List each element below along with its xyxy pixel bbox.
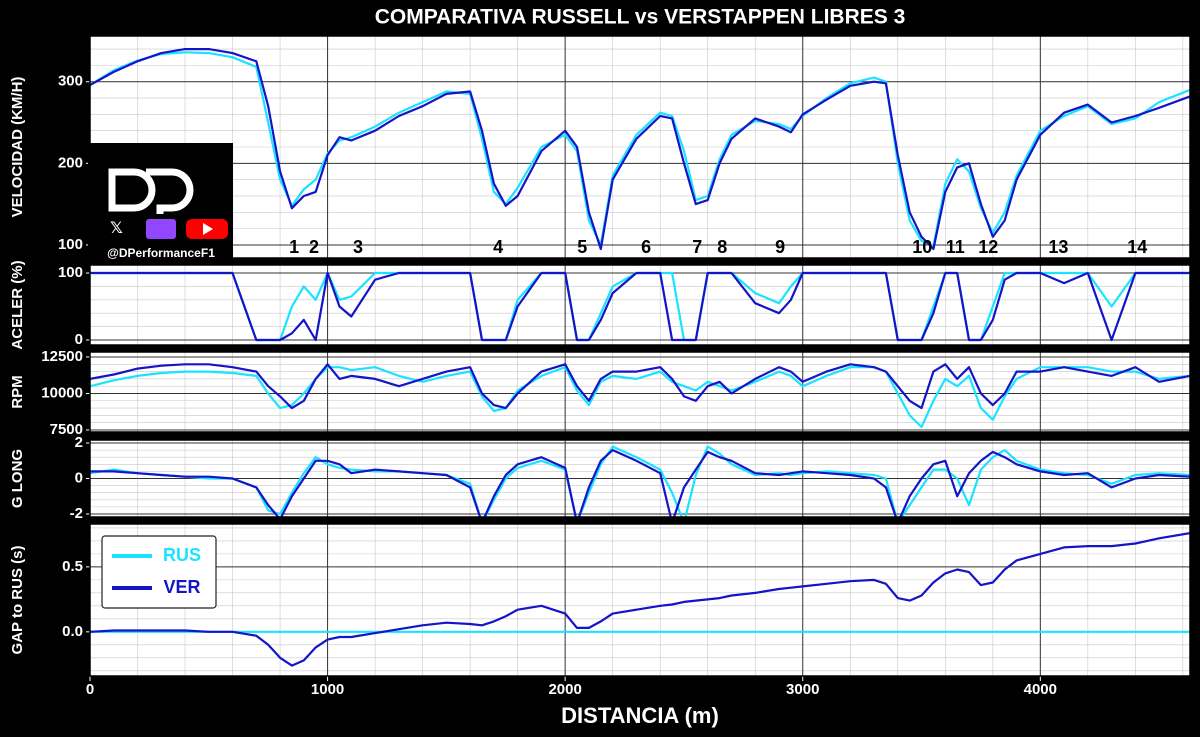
line-rus [90, 51, 1190, 248]
plot-frame [89, 523, 1191, 677]
y-axis-label: ACELER (%) [9, 260, 26, 349]
y-tick-label: 12500 [41, 348, 83, 365]
turn-label: 2 [309, 237, 319, 257]
panel: 0 100 ACELER (%) [9, 260, 1191, 350]
line-ver [90, 532, 1190, 667]
turn-label: 1 [289, 237, 299, 257]
plot-frame [89, 439, 1191, 518]
y-tick-label: 10000 [41, 384, 83, 401]
x-icon: 𝕏 [110, 220, 123, 237]
turn-label: 7 [692, 237, 702, 257]
y-tick-label: 7500 [50, 421, 83, 438]
turn-label: 4 [493, 237, 503, 257]
y-axis-label: RPM [9, 375, 26, 408]
plot-area [90, 265, 1190, 345]
y-tick-label: 100 [58, 236, 83, 253]
line-ver [90, 449, 1190, 517]
turn-label: 9 [775, 237, 785, 257]
y-axis-label: G LONG [9, 449, 26, 508]
y-tick-label: 0.0 [62, 623, 83, 640]
logo-mark [108, 168, 194, 214]
line-ver [90, 48, 1190, 251]
plot-area [90, 524, 1190, 676]
x-tick-label: 3000 [786, 681, 819, 698]
turn-label: 10 [912, 237, 932, 257]
y-tick-label: 0 [75, 469, 83, 486]
twitch-icon [146, 219, 176, 239]
x-tick-label: 2000 [548, 681, 581, 698]
x-tick-label: 1000 [311, 681, 344, 698]
x-axis-label: DISTANCIA (m) [561, 703, 719, 728]
turn-label: 14 [1127, 237, 1147, 257]
panel: 0 1000 2000 3000 4000 0.0 0.5 GAP to RUS (s) DIS… [9, 523, 1191, 728]
logo: 𝕏 @DPerformanceF1 [88, 143, 233, 262]
turn-label: 6 [641, 237, 651, 257]
line-rus [90, 445, 1190, 517]
y-tick-label: 300 [58, 73, 83, 90]
turn-label: 8 [717, 237, 727, 257]
line-rus [90, 366, 1190, 429]
y-axis-label: VELOCIDAD (KM/H) [9, 77, 26, 218]
plot-frame [89, 351, 1191, 433]
panel: -2 0 2 G LONG [9, 434, 1191, 522]
turn-label: 12 [978, 237, 998, 257]
x-tick-label: 4000 [1024, 681, 1057, 698]
y-tick-label: 200 [58, 154, 83, 171]
legend-label: RUS [163, 545, 201, 565]
line-ver [90, 271, 1190, 342]
y-tick-label: -2 [70, 505, 83, 522]
turn-label: 11 [946, 237, 965, 257]
y-tick-label: 2 [75, 434, 83, 451]
y-tick-label: 0 [75, 331, 83, 348]
y-axis-label: GAP to RUS (s) [9, 546, 26, 655]
x-tick-label: 0 [86, 681, 94, 698]
panel: 7500 10000 12500 RPM [9, 348, 1191, 438]
turn-label: 13 [1048, 237, 1068, 257]
line-ver [90, 363, 1190, 410]
turn-label: 3 [353, 237, 363, 257]
y-tick-label: 0.5 [62, 558, 83, 575]
chart-title: COMPARATIVA RUSSELL vs VERSTAPPEN LIBRES… [375, 6, 906, 29]
watermark: @DPerformanceF1 [107, 246, 215, 260]
turn-label: 5 [577, 237, 587, 257]
youtube-play [203, 223, 213, 235]
y-tick-label: 100 [58, 264, 83, 281]
plot-frame [89, 264, 1191, 346]
legend-label: VER [163, 577, 200, 597]
